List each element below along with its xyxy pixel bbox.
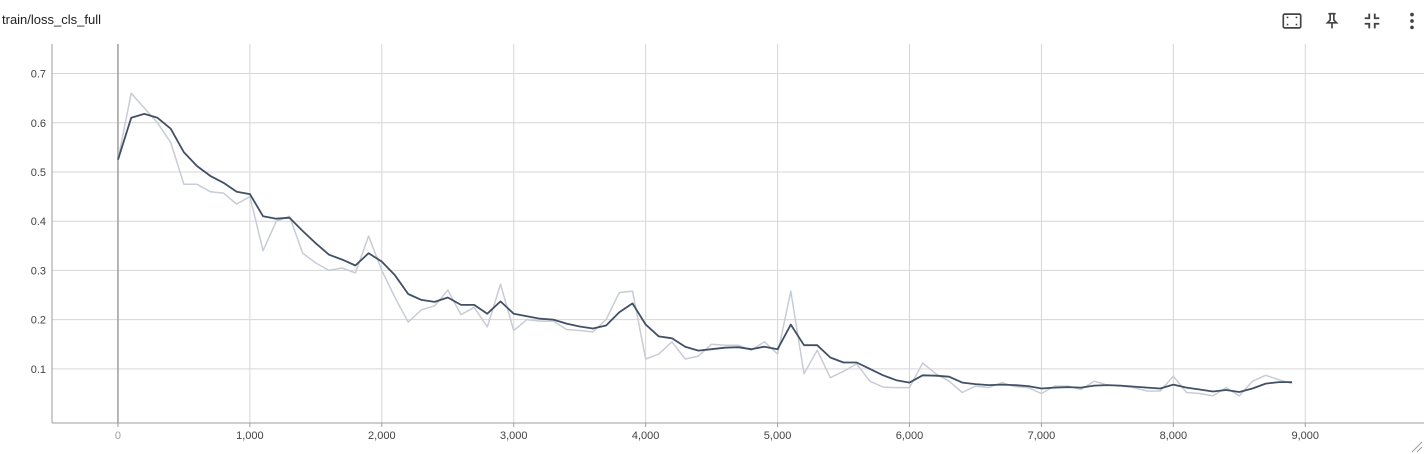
x-tick-label: 3,000 xyxy=(500,430,528,442)
chart-toolbar xyxy=(1280,8,1424,34)
card-header: train/loss_cls_full xyxy=(0,0,1424,40)
fit-to-domain-icon xyxy=(1282,13,1302,29)
x-tick-label: 8,000 xyxy=(1160,430,1188,442)
series xyxy=(117,92,1293,397)
grid xyxy=(52,44,1424,423)
y-tick-label: 0.7 xyxy=(31,69,46,81)
y-tick-label: 0.3 xyxy=(31,265,46,277)
y-tick-label: 0.1 xyxy=(31,364,46,376)
y-tick-label: 0.4 xyxy=(31,216,46,228)
fit-to-domain-button[interactable] xyxy=(1280,9,1304,33)
pin-icon xyxy=(1325,12,1339,29)
y-tick-label: 0.5 xyxy=(31,167,46,179)
chart-title: train/loss_cls_full xyxy=(2,12,101,27)
x-tick-label: 1,000 xyxy=(236,430,264,442)
more-options-button[interactable] xyxy=(1400,9,1424,33)
y-tick-label: 0.6 xyxy=(31,118,46,130)
axes xyxy=(51,44,1424,427)
more-vert-icon xyxy=(1410,12,1414,30)
x-tick-label: 2,000 xyxy=(368,430,396,442)
x-tick-label: 7,000 xyxy=(1028,430,1056,442)
x-tick-label: 0 xyxy=(115,430,121,442)
y-tick-label: 0.2 xyxy=(31,315,46,327)
resize-handle-icon[interactable] xyxy=(1411,441,1423,453)
collapse-icon xyxy=(1364,13,1380,29)
x-tick-label: 5,000 xyxy=(764,430,792,442)
x-tick-label: 9,000 xyxy=(1292,430,1320,442)
collapse-button[interactable] xyxy=(1360,9,1384,33)
x-tick-label: 4,000 xyxy=(632,430,660,442)
tick-labels: 0.1 0.2 0.3 0.4 0.5 0.6 0.7 0 1,000 2,000 3,000 4,0… xyxy=(31,69,1319,442)
smoothed-series-line[interactable] xyxy=(117,113,1293,393)
pin-button[interactable] xyxy=(1320,9,1344,33)
x-tick-label: 6,000 xyxy=(896,430,924,442)
